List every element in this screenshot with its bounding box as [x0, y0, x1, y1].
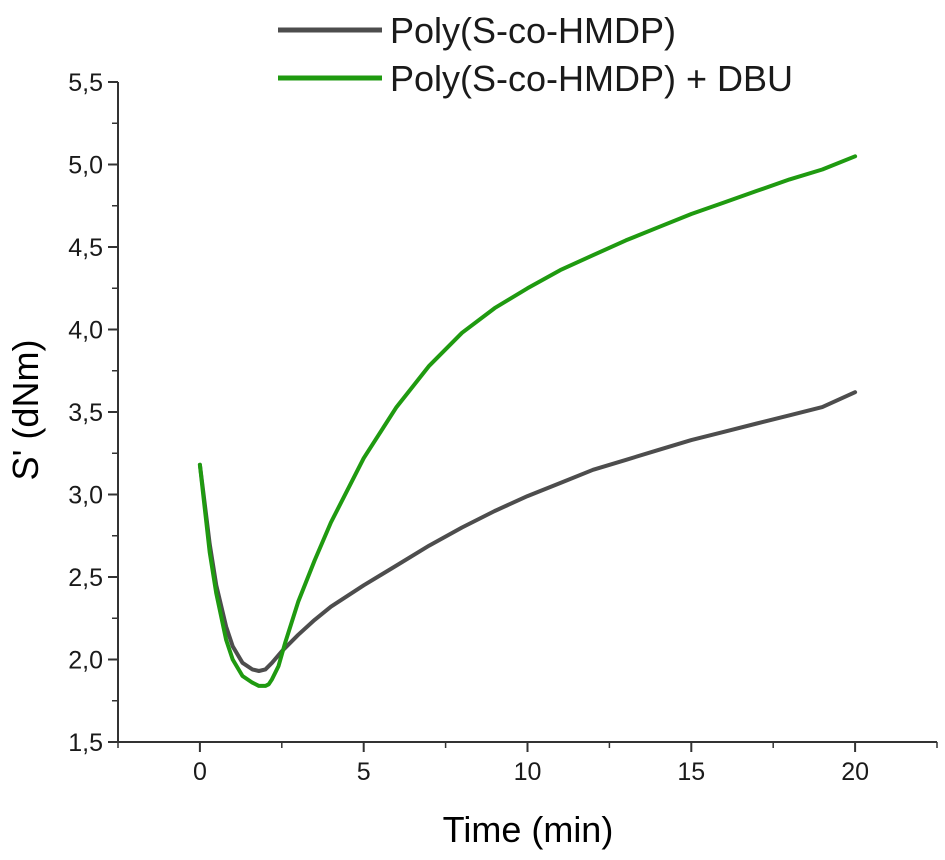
- series-line-2: [197, 154, 858, 688]
- y-tick-label: 4,5: [68, 234, 103, 262]
- y-tick-label: 3,0: [68, 482, 103, 510]
- legend-label-1: Poly(S-co-HMDP): [390, 10, 676, 51]
- x-tick-label: 20: [841, 758, 869, 786]
- y-tick-label: 4,0: [68, 317, 103, 345]
- y-tick-label: 5,5: [68, 69, 103, 97]
- legend: Poly(S-co-HMDP) Poly(S-co-HMDP) + DBU: [278, 10, 793, 99]
- x-tick-label: 5: [357, 758, 371, 786]
- axes: 0 5 10 15 20 1,5 2,0 2,5 3,0 3,5 4,0 4,5 5,0 5,5: [68, 69, 938, 786]
- legend-label-2: Poly(S-co-HMDP) + DBU: [390, 58, 793, 99]
- plot-area: [197, 154, 858, 688]
- x-tick-label: 0: [193, 758, 207, 786]
- y-tick-label: 1,5: [68, 729, 103, 757]
- x-tick-label: 10: [514, 758, 542, 786]
- y-axis-title: S' (dNm): [5, 340, 46, 481]
- y-tick-label: 2,0: [68, 647, 103, 675]
- y-tick-label: 2,5: [68, 564, 103, 592]
- y-tick-label: 5,0: [68, 152, 103, 180]
- y-tick-label: 3,5: [68, 399, 103, 427]
- x-tick-label: 15: [677, 758, 705, 786]
- series-line-1: [197, 390, 858, 673]
- x-axis-title: Time (min): [443, 809, 614, 850]
